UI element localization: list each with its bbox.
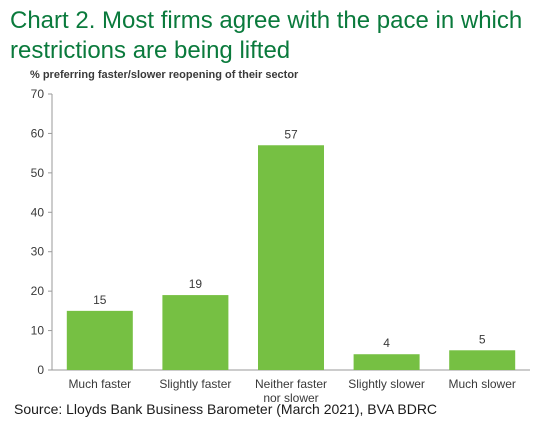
y-tick-label: 10	[31, 324, 45, 338]
x-tick-label: Slightly faster	[159, 377, 231, 391]
data-label: 57	[284, 127, 298, 141]
bar	[162, 295, 229, 370]
bar	[66, 310, 133, 370]
bar	[449, 350, 516, 370]
chart-title: Chart 2. Most firms agree with the pace …	[10, 7, 523, 64]
bar	[258, 145, 324, 370]
x-tick-label: Much slower	[449, 377, 516, 391]
y-tick-label: 50	[31, 166, 45, 180]
data-label: 19	[189, 277, 203, 291]
bar	[353, 354, 420, 370]
y-tick-label: 60	[31, 126, 45, 140]
y-tick-label: 20	[31, 284, 45, 298]
y-tick-label: 30	[31, 245, 45, 259]
source-note: Source: Lloyds Bank Business Barometer (…	[14, 401, 438, 417]
x-tick-label: Slightly slower	[348, 377, 425, 391]
data-label: 5	[479, 332, 486, 346]
y-tick-label: 70	[31, 87, 45, 101]
data-label: 4	[383, 336, 390, 350]
x-tick-label: Neither faster nor slower	[255, 377, 327, 405]
data-label: 15	[93, 293, 107, 307]
chart-subtitle: % preferring faster/slower reopening of …	[30, 69, 299, 81]
x-tick-label: Much faster	[68, 377, 131, 391]
y-tick-label: 40	[31, 205, 45, 219]
y-tick-label: 0	[37, 363, 44, 377]
